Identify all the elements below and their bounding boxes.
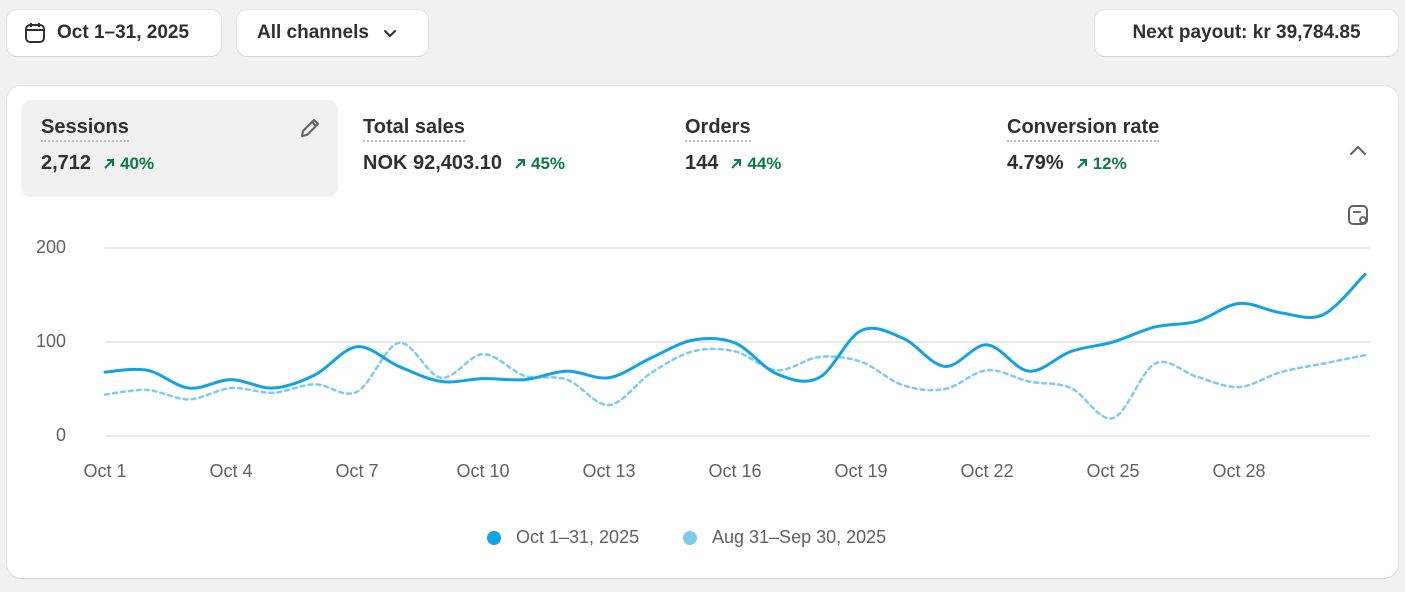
- metric-tile[interactable]: Total sales NOK 92,403.10 45%: [343, 100, 660, 197]
- channels-button[interactable]: All channels: [237, 10, 428, 56]
- metric-change: 45%: [530, 153, 566, 173]
- chevron-icon: [383, 30, 396, 38]
- metric-change: 12%: [1092, 153, 1127, 173]
- date-range-label: Oct 1–31, 2025: [57, 22, 190, 43]
- metric-tile[interactable]: Orders 144 44%: [665, 100, 982, 197]
- metric-tile[interactable]: Conversion rate 4.79% 12%: [987, 100, 1304, 197]
- metric-label: Conversion rate: [1007, 116, 1160, 142]
- metric-value: 4.79%: [1007, 152, 1064, 174]
- up-arrow: [1077, 158, 1087, 169]
- metric-value: NOK 92,403.10: [363, 152, 502, 174]
- metric-tile[interactable]: Sessions 2,712 40%: [21, 100, 338, 197]
- payout-label: Next payout: kr 39,784.85: [1132, 22, 1361, 43]
- metric-label: Total sales: [363, 116, 465, 142]
- up-arrow: [515, 158, 525, 169]
- up-arrow: [104, 158, 115, 169]
- metric-value: 2,712: [41, 152, 92, 174]
- metric-value: 144: [685, 152, 719, 174]
- payout-button[interactable]: Next payout: kr 39,784.85: [1095, 10, 1398, 56]
- metric-label: Orders: [685, 116, 751, 142]
- metric-change: 40%: [120, 153, 155, 173]
- calendar-icon: [25, 23, 45, 43]
- edit-icon[interactable]: [297, 115, 323, 141]
- up-arrow: [731, 158, 742, 169]
- date-range-button[interactable]: Oct 1–31, 2025: [7, 10, 221, 56]
- metric-change: 44%: [747, 153, 782, 173]
- channels-label: All channels: [257, 22, 369, 43]
- metric-label: Sessions: [41, 116, 129, 142]
